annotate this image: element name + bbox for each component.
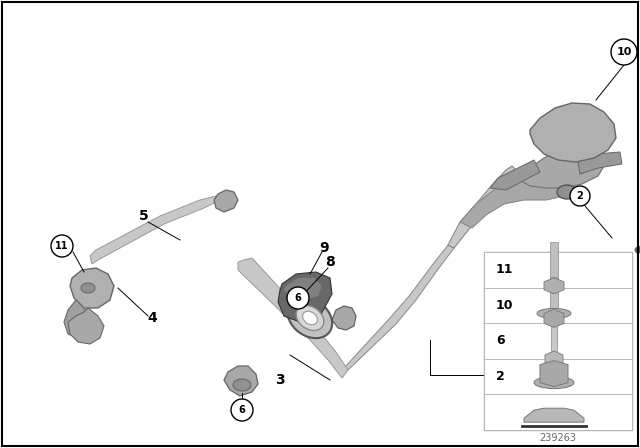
Text: 11: 11 bbox=[55, 241, 68, 251]
Polygon shape bbox=[338, 245, 454, 370]
FancyBboxPatch shape bbox=[484, 394, 632, 430]
Text: 2: 2 bbox=[577, 191, 584, 201]
Ellipse shape bbox=[303, 311, 317, 325]
Polygon shape bbox=[530, 103, 616, 162]
Text: 9: 9 bbox=[319, 241, 329, 255]
Text: 8: 8 bbox=[325, 255, 335, 269]
Text: 10: 10 bbox=[496, 299, 513, 312]
Polygon shape bbox=[544, 278, 564, 294]
Ellipse shape bbox=[537, 308, 571, 319]
Polygon shape bbox=[90, 196, 220, 264]
Circle shape bbox=[611, 39, 637, 65]
FancyBboxPatch shape bbox=[550, 277, 558, 314]
Circle shape bbox=[231, 399, 253, 421]
Polygon shape bbox=[332, 306, 356, 330]
Text: 5: 5 bbox=[139, 209, 149, 223]
FancyBboxPatch shape bbox=[484, 252, 632, 430]
Polygon shape bbox=[460, 172, 572, 228]
Polygon shape bbox=[64, 300, 90, 338]
Polygon shape bbox=[545, 351, 563, 367]
Polygon shape bbox=[540, 361, 568, 387]
Polygon shape bbox=[524, 408, 584, 422]
Ellipse shape bbox=[296, 306, 324, 331]
Polygon shape bbox=[284, 278, 322, 300]
Text: 6: 6 bbox=[496, 335, 504, 348]
Ellipse shape bbox=[557, 185, 577, 199]
Text: 4: 4 bbox=[147, 311, 157, 325]
Ellipse shape bbox=[288, 298, 332, 338]
FancyBboxPatch shape bbox=[484, 288, 632, 323]
Polygon shape bbox=[278, 272, 332, 322]
Polygon shape bbox=[578, 152, 622, 174]
Polygon shape bbox=[224, 366, 258, 396]
FancyBboxPatch shape bbox=[484, 359, 632, 394]
Polygon shape bbox=[214, 190, 238, 212]
Polygon shape bbox=[544, 310, 564, 327]
Text: 6: 6 bbox=[239, 405, 245, 415]
Text: 11: 11 bbox=[496, 263, 513, 276]
Polygon shape bbox=[520, 145, 604, 188]
Text: 1: 1 bbox=[510, 381, 520, 395]
Polygon shape bbox=[238, 258, 348, 378]
Ellipse shape bbox=[81, 283, 95, 293]
Polygon shape bbox=[70, 268, 114, 308]
Polygon shape bbox=[490, 160, 540, 190]
FancyBboxPatch shape bbox=[551, 311, 557, 355]
Text: 239263: 239263 bbox=[540, 433, 577, 443]
Polygon shape bbox=[68, 308, 104, 344]
Ellipse shape bbox=[534, 377, 574, 388]
Circle shape bbox=[570, 186, 590, 206]
Polygon shape bbox=[448, 166, 516, 248]
Text: 2: 2 bbox=[496, 370, 505, 383]
Circle shape bbox=[287, 287, 309, 309]
Circle shape bbox=[51, 235, 73, 257]
Text: 10: 10 bbox=[616, 47, 632, 57]
FancyBboxPatch shape bbox=[550, 242, 558, 282]
Text: 3: 3 bbox=[275, 373, 285, 387]
Ellipse shape bbox=[233, 379, 251, 391]
Text: 6: 6 bbox=[294, 293, 301, 303]
FancyBboxPatch shape bbox=[484, 323, 632, 359]
FancyBboxPatch shape bbox=[484, 252, 632, 288]
